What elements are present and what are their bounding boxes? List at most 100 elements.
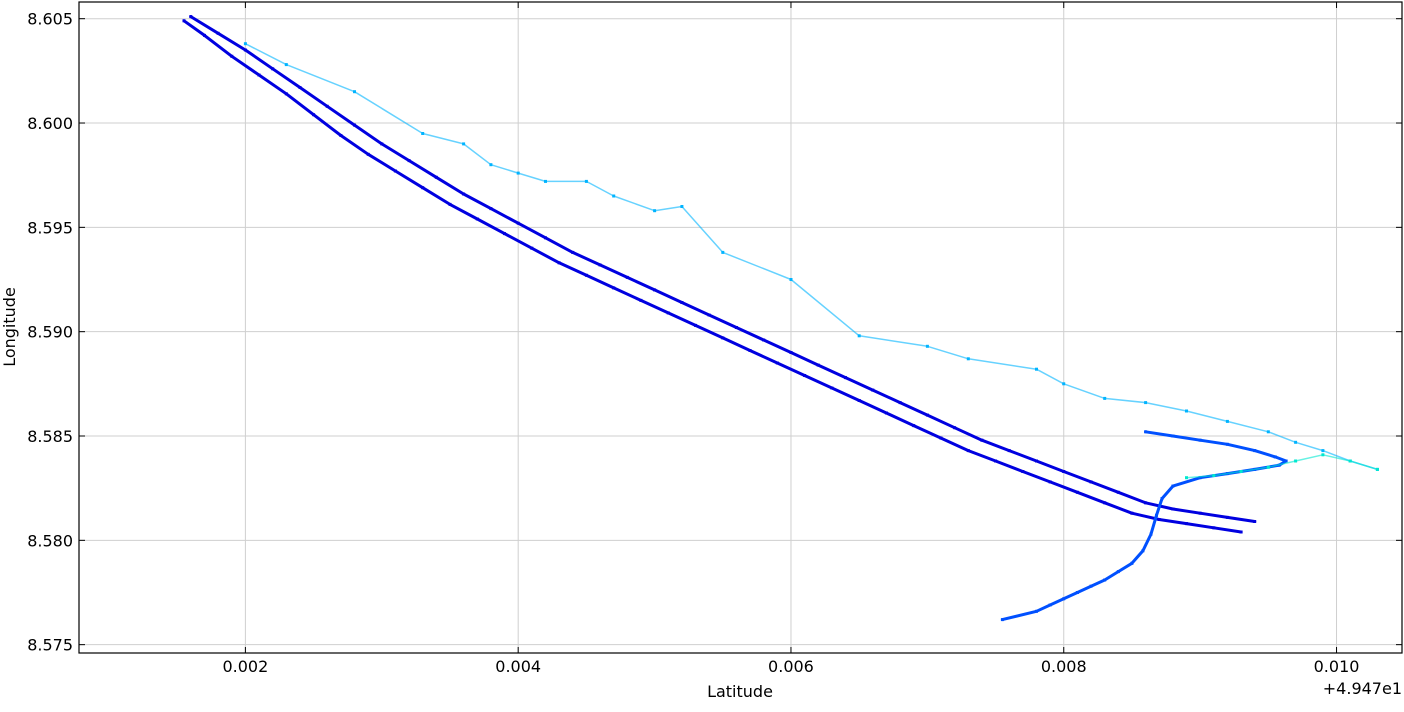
data-point: [857, 334, 861, 338]
data-point: [325, 104, 329, 108]
x-offset-label: +4.947e1: [1323, 679, 1402, 698]
series-track: [189, 15, 1257, 523]
data-point: [1321, 453, 1325, 457]
data-point: [1149, 532, 1153, 536]
data-point: [571, 250, 575, 254]
data-point: [1198, 476, 1202, 480]
axis-ticks: [79, 2, 1402, 653]
data-point: [1212, 474, 1216, 478]
series-track: [1185, 454, 1379, 479]
data-point: [544, 236, 547, 240]
y-tick-label: 8.580: [27, 531, 73, 550]
y-tick-label: 8.575: [27, 636, 73, 655]
data-point: [1000, 618, 1004, 622]
data-point: [298, 86, 302, 89]
data-point: [284, 92, 288, 96]
y-tick-label: 8.585: [27, 427, 73, 446]
data-point: [966, 449, 970, 453]
data-point: [898, 401, 902, 405]
data-point: [516, 221, 520, 225]
data-point: [789, 278, 793, 281]
data-point: [489, 163, 493, 167]
data-point: [1157, 518, 1161, 521]
data-point: [734, 326, 738, 329]
data-point: [475, 217, 479, 221]
data-point: [1155, 513, 1158, 517]
data-point: [1075, 591, 1079, 594]
data-point: [448, 202, 452, 206]
data-point: [544, 179, 547, 183]
data-point: [721, 336, 725, 340]
data-point: [1348, 459, 1352, 463]
data-point: [680, 301, 684, 304]
data-point: [1253, 449, 1257, 453]
data-point: [1171, 434, 1175, 438]
data-point: [1198, 511, 1202, 515]
data-point: [243, 42, 247, 46]
data-point: [653, 288, 657, 292]
data-point: [393, 169, 397, 173]
data-point: [1212, 526, 1216, 530]
data-point: [925, 344, 929, 348]
data-point: [707, 313, 711, 317]
data-point: [1185, 522, 1188, 526]
data-point: [884, 411, 888, 415]
data-point: [1048, 480, 1052, 484]
plot-frame: [78, 1, 1403, 654]
data-point: [1239, 470, 1243, 473]
data-point: [666, 311, 670, 315]
data-point: [271, 67, 275, 71]
data-point: [1021, 470, 1025, 473]
data-point: [1284, 459, 1288, 463]
data-point: [503, 232, 506, 236]
data-point: [762, 338, 766, 342]
data-point: [1116, 490, 1120, 494]
data-point: [803, 374, 807, 377]
data-point: [1225, 442, 1229, 446]
data-point: [584, 273, 588, 277]
data-point: [1185, 476, 1188, 480]
grid-lines: [79, 2, 1402, 653]
data-point: [925, 413, 929, 417]
data-point: [462, 192, 466, 196]
y-tick-label: 8.605: [27, 10, 73, 29]
data-point: [421, 186, 425, 190]
data-point: [1103, 501, 1107, 505]
data-point: [557, 261, 561, 265]
data-point: [1141, 549, 1145, 553]
data-point: [216, 31, 220, 35]
data-point: [830, 386, 834, 390]
data-point: [1294, 440, 1298, 444]
data-point: [953, 426, 957, 430]
data-point: [434, 175, 438, 179]
data-point: [243, 48, 247, 52]
data-point: [489, 207, 493, 211]
data-point: [1089, 584, 1093, 588]
data-point: [257, 73, 261, 77]
y-tick-label: 8.600: [27, 114, 73, 133]
data-point: [1144, 501, 1148, 505]
data-point: [1239, 530, 1243, 534]
data-point: [1266, 430, 1270, 434]
plot-background: [79, 2, 1402, 653]
data-point: [1075, 490, 1079, 494]
data-point: [182, 19, 186, 23]
data-point: [980, 438, 984, 442]
data-point: [1130, 511, 1134, 515]
data-point: [966, 357, 970, 361]
data-point: [625, 275, 629, 279]
data-point: [312, 113, 316, 117]
data-point: [694, 323, 697, 327]
data-point: [1198, 438, 1202, 442]
y-tick-labels: 8.575 8.580 8.585 8.590 8.595 8.600 8.605: [27, 10, 73, 655]
data-point: [871, 388, 875, 392]
data-point: [1048, 603, 1052, 607]
x-tick-labels: 0.002 0.004 0.006 0.008 0.010: [222, 657, 1359, 676]
x-axis-label: Latitude: [707, 682, 773, 701]
data-point: [1103, 578, 1107, 582]
data-point: [680, 205, 684, 208]
y-axis-label: Longitude: [0, 287, 19, 367]
x-tick-label: 0.010: [1314, 657, 1360, 676]
series-track: [182, 19, 1243, 534]
